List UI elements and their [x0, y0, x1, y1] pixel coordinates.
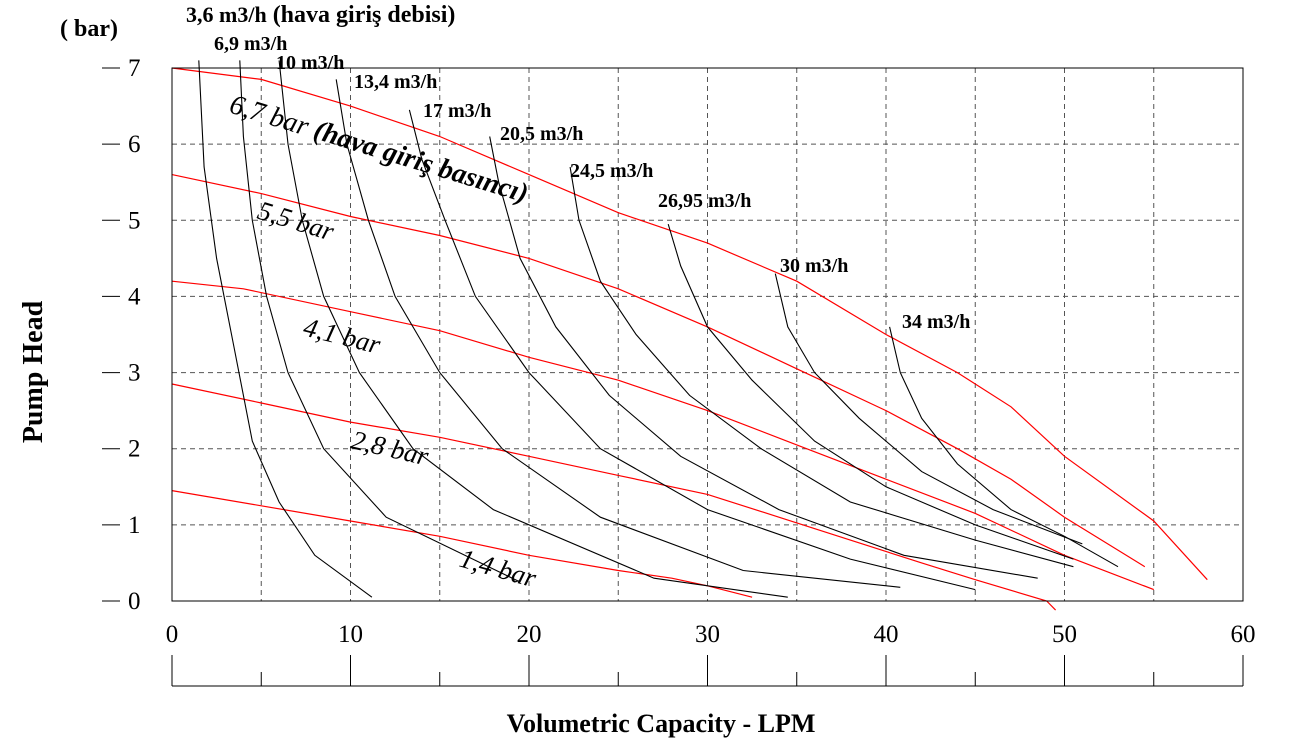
- airflow-curve-label: 17 m3/h: [423, 100, 491, 122]
- airflow-curve-label: 20,5 m3/h: [500, 123, 583, 145]
- airflow-curve: [489, 136, 1038, 579]
- x-tick-label: 40: [874, 621, 899, 648]
- plot-frame: [171, 67, 1244, 602]
- airflow-curve-label: 24,5 m3/h: [570, 160, 653, 182]
- x-tick-label: 0: [166, 621, 179, 648]
- y-tick-label: 5: [128, 207, 141, 234]
- pressure-curve: [171, 490, 753, 598]
- x-tick-label: 20: [517, 621, 542, 648]
- x-tick-label: 60: [1231, 621, 1256, 648]
- y-tick-label: 4: [128, 283, 141, 310]
- x-axis-label: Volumetric Capacity - LPM: [507, 709, 816, 738]
- pressure-curve: [171, 67, 1208, 581]
- x-tick-label: 50: [1052, 621, 1077, 648]
- airflow-curve-label: 30 m3/h: [780, 255, 848, 277]
- y-tick-label: 0: [128, 588, 141, 615]
- airflow-curve: [278, 60, 788, 598]
- y-tick-label: 3: [128, 360, 141, 387]
- y-axis-label: Pump Head: [18, 300, 49, 443]
- pressure-curve: [171, 280, 1155, 591]
- airflow-curve-label: 10 m3/h: [276, 52, 344, 74]
- airflow-curve: [774, 273, 1083, 545]
- pressure-curve-label: 1,4 bar: [456, 543, 540, 593]
- y-tick-label: 7: [128, 55, 141, 82]
- pressure-curve: [171, 383, 1057, 611]
- y-tick-label: 2: [128, 436, 141, 463]
- x-tick-label: 30: [695, 621, 720, 648]
- pressure-curve-label: 4,1 bar: [301, 312, 384, 360]
- grid-lines: [172, 68, 1243, 601]
- airflow-curve: [198, 60, 373, 598]
- y-tick-label: 6: [128, 131, 141, 158]
- curves: [171, 60, 1208, 611]
- x-tick-label: 10: [338, 621, 363, 648]
- y-tick-label: 1: [128, 512, 141, 539]
- airflow-curve: [667, 223, 1074, 560]
- airflow-curve-label: 34 m3/h: [902, 311, 970, 333]
- y-unit-label: ( bar): [60, 16, 118, 42]
- airflow-curve: [335, 79, 901, 588]
- pressure-curve-label: 2,8 bar: [349, 425, 432, 472]
- airflow-curve-label: 6,9 m3/h: [214, 33, 287, 55]
- axis-ticks: 0 1 2 3 4 5 6 7 0 10 20 30 40 50 60: [102, 55, 1256, 687]
- airflow-curve: [239, 60, 521, 583]
- airflow-curve: [408, 109, 976, 591]
- airflow-curve-label: 26,95 m3/h: [658, 190, 751, 212]
- airflow-curve-label: 3,6 m3/h (hava giriş debisi): [186, 2, 455, 28]
- airflow-curve: [889, 326, 1119, 568]
- airflow-curve-label-suffix: (hava giriş debisi): [267, 2, 456, 28]
- airflow-curve: [569, 166, 1074, 568]
- airflow-curve-label: 13,4 m3/h: [354, 71, 437, 93]
